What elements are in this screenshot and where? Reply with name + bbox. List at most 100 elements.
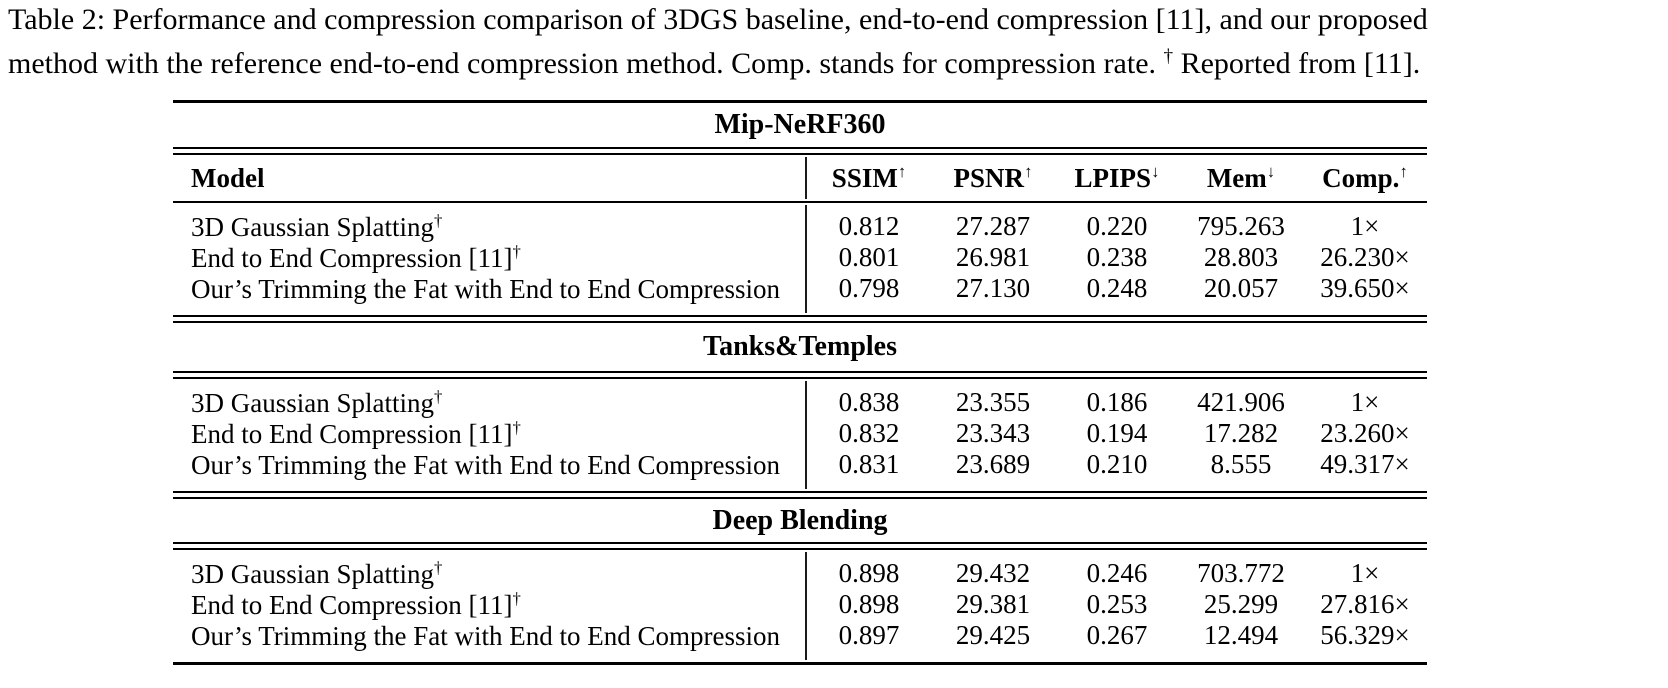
model-name: Our’s Trimming the Fat with End to End C… [191,273,781,304]
mem-value: 703.772 [1197,558,1285,588]
metric-cells: 0.898 29.381 0.253 25.299 27.816× [807,589,1427,620]
double-rule [173,315,1427,323]
table-row: Our’s Trimming the Fat with End to End C… [173,273,1427,304]
double-rule [173,147,1427,155]
mem-value: 8.555 [1210,449,1272,479]
section-rows-deep-blending: 3D Gaussian Splatting† 0.898 29.432 0.24… [173,550,1427,662]
dagger-symbol: † [434,210,443,230]
model-name-cell: End to End Compression [11]† [173,242,805,274]
metric-cells: 0.812 27.287 0.220 795.263 1× [807,211,1427,242]
model-name: Our’s Trimming the Fat with End to End C… [191,620,781,651]
lpips-value: 0.246 [1086,558,1148,588]
model-name-cell: 3D Gaussian Splatting† [173,558,805,590]
table-row: Our’s Trimming the Fat with End to End C… [173,620,1427,651]
comp-value: 49.317× [1320,449,1410,479]
comp-value: 1× [1350,211,1380,241]
lpips-value: 0.267 [1086,620,1148,650]
psnr-value: 23.689 [955,449,1031,479]
table-row: 3D Gaussian Splatting† 0.838 23.355 0.18… [173,387,1427,418]
column-header-comp-label: Comp. [1322,163,1400,193]
lpips-value: 0.253 [1086,589,1148,619]
metric-cells: 0.838 23.355 0.186 421.906 1× [807,387,1427,418]
section-title-deep-blending: Deep Blending [712,504,888,536]
psnr-value: 29.432 [955,558,1031,588]
lpips-value: 0.194 [1086,418,1148,448]
caption-line-2: method with the reference end-to-end com… [8,38,1428,82]
double-rule [173,491,1427,499]
ssim-value: 0.798 [838,273,900,303]
column-header-model: Model [191,162,265,193]
comp-value: 26.230× [1320,242,1410,272]
results-table: Mip-NeRF360 Model SSIM↑ PSNR↑ LPIPS↓ Mem… [173,100,1427,665]
table-row: End to End Compression [11]† 0.832 23.34… [173,418,1427,449]
model-name: 3D Gaussian Splatting [191,387,434,418]
column-header-ssim-label: SSIM [831,163,898,193]
column-header-psnr-label: PSNR [953,163,1025,193]
table-header-row: Model SSIM↑ PSNR↑ LPIPS↓ Mem↓ Comp.↑ [173,155,1427,201]
ssim-value: 0.832 [838,418,900,448]
double-rule [173,542,1427,550]
model-name: End to End Compression [11] [191,418,513,449]
up-arrow-icon: ↑ [1399,162,1408,181]
comp-value: 23.260× [1320,418,1410,448]
mem-value: 28.803 [1203,242,1279,272]
header-bottom-rule [173,201,1427,203]
caption-line-2-tail: Reported from [11]. [1173,47,1421,80]
psnr-value: 23.355 [955,387,1031,417]
metric-cells: 0.801 26.981 0.238 28.803 26.230× [807,242,1427,273]
ssim-value: 0.838 [838,387,900,417]
mem-value: 20.057 [1203,273,1279,303]
column-header-mem: Mem↓ [1179,162,1303,194]
psnr-value: 29.425 [955,620,1031,650]
metric-cells: 0.832 23.343 0.194 17.282 23.260× [807,418,1427,449]
mem-value: 795.263 [1197,211,1285,241]
caption-line-2-text: method with the reference end-to-end com… [8,47,1164,80]
double-rule [173,371,1427,379]
table-caption: Table 2: Performance and compression com… [8,1,1428,82]
ssim-value: 0.831 [838,449,900,479]
lpips-value: 0.220 [1086,211,1148,241]
comp-value: 39.650× [1320,273,1410,303]
table-top-rule [173,100,1427,103]
lpips-value: 0.186 [1086,387,1148,417]
header-metric-columns: SSIM↑ PSNR↑ LPIPS↓ Mem↓ Comp.↑ [807,162,1427,194]
psnr-value: 23.343 [955,418,1031,448]
column-header-lpips-label: LPIPS [1074,163,1152,193]
metric-cells: 0.898 29.432 0.246 703.772 1× [807,558,1427,589]
metric-cells: 0.897 29.425 0.267 12.494 56.329× [807,620,1427,651]
down-arrow-icon: ↓ [1151,162,1160,181]
comp-value: 56.329× [1320,620,1410,650]
column-header-mem-label: Mem [1206,163,1267,193]
table-row: End to End Compression [11]† 0.898 29.38… [173,589,1427,620]
column-header-lpips: LPIPS↓ [1055,162,1179,194]
dagger-symbol: † [512,241,521,261]
table-row: 3D Gaussian Splatting† 0.812 27.287 0.22… [173,211,1427,242]
model-name-cell: 3D Gaussian Splatting† [173,211,805,243]
lpips-value: 0.238 [1086,242,1148,272]
psnr-value: 27.130 [955,273,1031,303]
section-rows-tanks-temples: 3D Gaussian Splatting† 0.838 23.355 0.18… [173,379,1427,491]
dagger-symbol: † [1163,46,1174,67]
up-arrow-icon: ↑ [897,162,907,181]
psnr-value: 26.981 [955,242,1031,272]
model-name: End to End Compression [11] [191,589,513,620]
column-header-comp: Comp.↑ [1303,162,1427,194]
column-header-psnr: PSNR↑ [931,162,1055,194]
metric-cells: 0.831 23.689 0.210 8.555 49.317× [807,449,1427,480]
mem-value: 421.906 [1197,387,1285,417]
column-header-ssim: SSIM↑ [807,162,931,194]
ssim-value: 0.897 [838,620,900,650]
lpips-value: 0.248 [1086,273,1148,303]
dagger-symbol: † [434,386,443,406]
mem-value: 25.299 [1203,589,1279,619]
lpips-value: 0.210 [1086,449,1148,479]
mem-value: 17.282 [1203,418,1279,448]
model-name: End to End Compression [11] [191,242,513,273]
ssim-value: 0.898 [838,558,900,588]
caption-line-1: Table 2: Performance and compression com… [8,3,1428,36]
psnr-value: 27.287 [955,211,1031,241]
comp-value: 1× [1350,558,1380,588]
table-row: Our’s Trimming the Fat with End to End C… [173,449,1427,480]
table-row: 3D Gaussian Splatting† 0.898 29.432 0.24… [173,558,1427,589]
comp-value: 1× [1350,387,1380,417]
